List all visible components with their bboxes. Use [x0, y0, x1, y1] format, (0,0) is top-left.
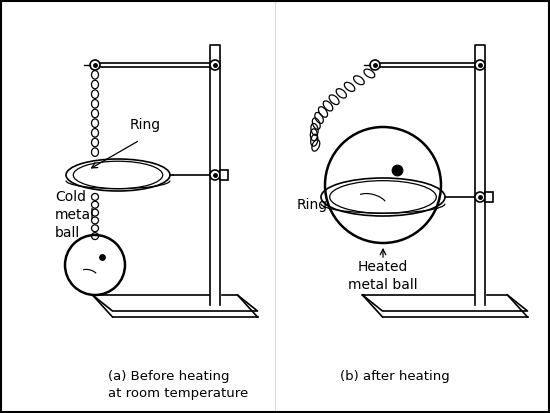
Text: Ring: Ring: [130, 118, 161, 132]
Circle shape: [475, 192, 485, 202]
Circle shape: [90, 60, 100, 70]
Text: Cold
metal
ball: Cold metal ball: [55, 190, 95, 240]
Bar: [485, 192, 493, 202]
Circle shape: [325, 127, 441, 243]
Bar: [220, 170, 228, 180]
Circle shape: [210, 170, 220, 180]
Text: Heated
metal ball: Heated metal ball: [348, 260, 418, 292]
Circle shape: [210, 60, 220, 70]
Circle shape: [370, 60, 380, 70]
Circle shape: [65, 235, 125, 295]
Polygon shape: [210, 45, 220, 305]
Circle shape: [392, 165, 403, 176]
Text: (a) Before heating
at room temperature: (a) Before heating at room temperature: [108, 370, 248, 400]
Polygon shape: [362, 295, 527, 311]
Circle shape: [475, 60, 485, 70]
Text: (b) after heating: (b) after heating: [340, 370, 450, 383]
Circle shape: [100, 255, 105, 260]
Polygon shape: [475, 45, 485, 305]
Text: Ring: Ring: [297, 198, 328, 212]
Polygon shape: [92, 295, 257, 311]
